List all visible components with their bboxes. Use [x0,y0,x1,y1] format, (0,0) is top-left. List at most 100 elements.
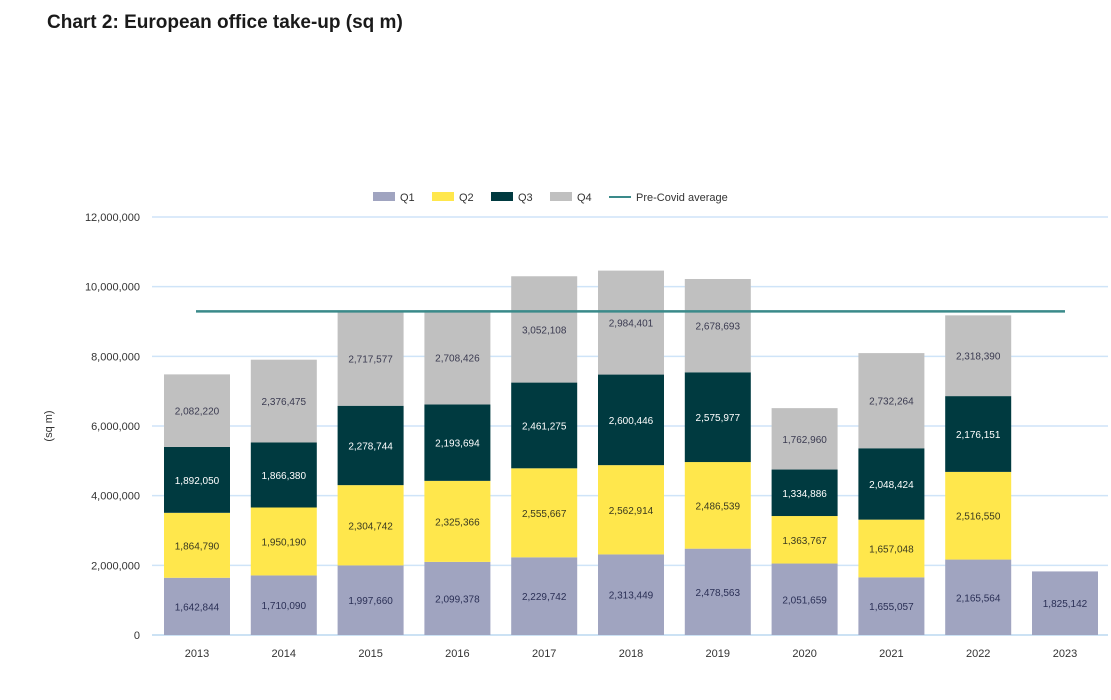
data-label: 2,082,220 [175,407,220,418]
bar-segment-q3-2014 [250,442,317,508]
bar-segment-q2-2020 [771,516,838,564]
data-label: 1,864,790 [175,541,220,552]
data-label: 2,051,659 [782,595,827,606]
bar-segment-q4-2015 [337,311,404,406]
data-label: 1,950,190 [262,537,307,548]
bar-segment-q2-2017 [511,468,578,558]
bar-segment-q4-2021 [858,353,925,449]
x-tick-label: 2015 [358,648,382,660]
y-tick-label: 4,000,000 [91,491,140,503]
legend-swatch-q1 [373,192,395,201]
bar-segment-q4-2017 [511,276,578,383]
bar-segment-q2-2016 [424,480,491,562]
bar-segment-q3-2021 [858,448,925,520]
data-label: 1,334,886 [782,489,827,500]
x-tick-label: 2016 [445,648,469,660]
bar-segment-q1-2016 [424,561,491,635]
bar-segment-q2-2021 [858,519,925,578]
data-label: 1,762,960 [782,435,827,446]
x-tick-label: 2023 [1053,648,1077,660]
bar-segment-q1-2014 [250,575,317,635]
legend-swatch-q3 [491,192,513,201]
data-label: 2,486,539 [696,501,741,512]
data-label: 2,193,694 [435,439,480,450]
bar-segment-q3-2018 [598,374,664,466]
data-label: 2,313,449 [609,591,654,602]
legend-label-pre-covid-average: Pre-Covid average [636,192,728,204]
bar-segment-q2-2019 [684,462,751,549]
bar-segment-q3-2016 [424,404,491,481]
data-label: 2,229,742 [522,592,567,603]
data-label: 2,048,424 [869,480,914,491]
x-tick-label: 2013 [185,648,209,660]
data-label: 2,165,564 [956,593,1001,604]
y-tick-label: 6,000,000 [91,421,140,433]
data-label: 2,708,426 [435,353,480,364]
x-tick-label: 2019 [706,648,730,660]
bar-segment-q3-2017 [511,382,578,469]
bar-segment-q4-2016 [424,310,491,405]
bar-segment-q2-2022 [945,471,1012,560]
data-label: 2,278,744 [348,441,393,452]
data-label: 2,376,475 [262,397,307,408]
data-label: 2,318,390 [956,352,1001,363]
legend-swatch-q4 [550,192,572,201]
data-label: 1,363,767 [782,536,827,547]
bar-segment-q4-2014 [250,359,317,443]
bar-segment-q1-2021 [858,577,925,635]
data-label: 3,052,108 [522,325,567,336]
bar-segment-q1-2019 [684,548,751,635]
bar-segment-q1-2015 [337,565,404,635]
bar-segment-q2-2015 [337,485,404,566]
data-label: 2,600,446 [609,416,654,427]
data-label: 2,304,742 [348,521,393,532]
legend-label-q1: Q1 [400,192,415,204]
data-label: 1,997,660 [348,596,393,607]
bar-segment-q1-2013 [164,577,230,635]
bar-segment-q2-2014 [250,507,317,576]
data-label: 2,732,264 [869,397,914,408]
data-label: 2,984,401 [609,319,654,330]
data-label: 1,825,142 [1043,599,1088,610]
x-tick-label: 2018 [619,648,643,660]
data-label: 2,555,667 [522,509,567,520]
bar-segment-q4-2018 [598,270,664,375]
data-label: 2,325,366 [435,517,480,528]
x-tick-label: 2014 [272,648,296,660]
bar-segment-q4-2019 [684,279,751,373]
data-label: 2,478,563 [696,588,741,599]
y-tick-label: 12,000,000 [85,212,140,224]
bar-segment-q1-2022 [945,559,1012,635]
data-label: 1,710,090 [262,601,307,612]
bar-segment-q3-2015 [337,405,404,486]
data-label: 2,678,693 [696,322,741,333]
bar-segment-q2-2018 [598,465,664,555]
y-axis-label: (sq m) [43,410,55,441]
x-tick-label: 2020 [792,648,816,660]
bar-segment-q1-2018 [598,554,664,635]
data-label: 1,866,380 [262,471,307,482]
legend-swatch-q2 [432,192,454,201]
bar-segment-q4-2013 [164,374,230,447]
chart-title: Chart 2: European office take-up (sq m) [47,12,403,33]
y-tick-label: 10,000,000 [85,282,140,294]
x-tick-label: 2021 [879,648,903,660]
y-tick-label: 0 [134,630,140,642]
bar-segment-q3-2022 [945,396,1012,472]
y-tick-label: 8,000,000 [91,351,140,363]
legend-label-q4: Q4 [577,192,592,204]
data-label: 1,642,844 [175,602,220,613]
bar-segment-q3-2013 [164,446,230,513]
legend-label-q3: Q3 [518,192,533,204]
data-label: 2,176,151 [956,430,1001,441]
bar-segment-q4-2022 [945,315,1012,397]
data-label: 2,099,378 [435,594,480,605]
legend-label-q2: Q2 [459,192,474,204]
bar-segment-q3-2020 [771,469,838,517]
data-label: 2,516,550 [956,512,1001,523]
data-label: 2,562,914 [609,506,654,517]
bar-segment-q1-2023 [1032,571,1098,635]
bar-segment-q4-2020 [771,408,838,470]
y-tick-label: 2,000,000 [91,560,140,572]
